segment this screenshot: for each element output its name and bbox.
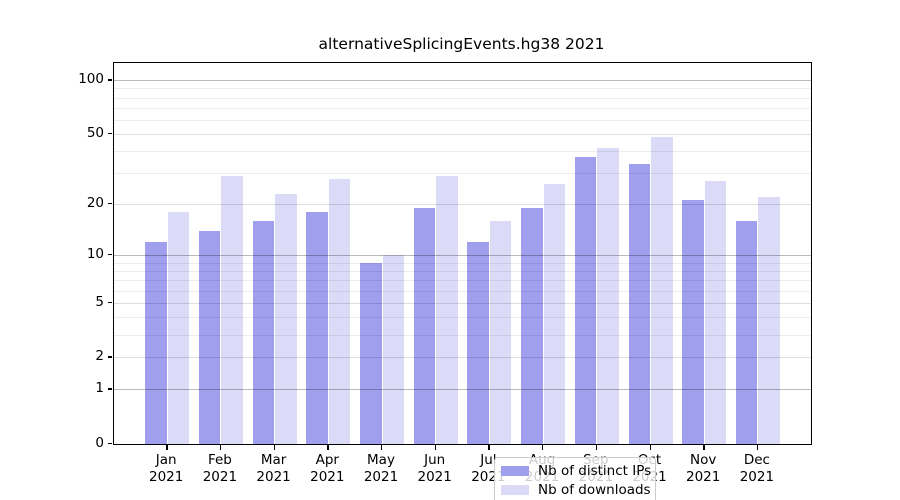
bar-downloads-apr (328, 178, 351, 444)
x-tick-jan (166, 445, 168, 450)
legend-item-downloads: Nb of downloads (495, 482, 655, 498)
y-tick-20 (108, 203, 112, 205)
y-tick-label-5: 5 (95, 293, 104, 310)
gridline-50 (114, 134, 811, 136)
gridline-40 (114, 151, 811, 153)
x-tick-oct (649, 445, 651, 450)
gridline-30 (114, 173, 811, 175)
y-tick-label-10: 10 (86, 245, 104, 262)
bar-ips-mar (252, 220, 275, 444)
x-tick-jun (434, 445, 437, 450)
bar-downloads-dec (758, 196, 780, 444)
x-tick-label-apr: Apr 2021 (310, 452, 345, 485)
gridline-5 (114, 302, 811, 304)
bar-ips-jul (467, 241, 489, 444)
y-tick-label-100: 100 (78, 71, 104, 88)
legend-label-downloads: Nb of downloads (538, 482, 651, 498)
bar-downloads-jul (489, 220, 512, 444)
grid-layer (114, 63, 811, 444)
bar-ips-nov (682, 200, 704, 444)
x-tick-may (381, 445, 383, 450)
x-tick-feb (219, 445, 222, 450)
x-tick-label-feb: Feb 2021 (202, 452, 238, 485)
x-tick-mar (273, 445, 275, 450)
x-tick-label-jun: Jun 2021 (417, 452, 452, 485)
bar-ips-aug (521, 207, 543, 444)
gridline-10 (114, 254, 811, 256)
y-tick-50 (108, 133, 112, 135)
gridline-2 (114, 357, 811, 359)
gridline-3 (114, 334, 811, 336)
bar-downloads-oct (651, 137, 673, 444)
y-tick-100 (108, 79, 112, 81)
y-tick-1 (108, 388, 112, 390)
bars-layer (114, 63, 811, 444)
gridline-1 (114, 389, 811, 391)
chart-title: alternativeSplicingEvents.hg38 2021 (318, 35, 605, 53)
x-tick-label-may: May 2021 (363, 452, 399, 485)
legend-swatch-downloads (501, 485, 529, 495)
bar-downloads-nov (704, 181, 727, 444)
y-tick-label-20: 20 (86, 195, 104, 212)
x-tick-dec (756, 445, 759, 450)
bar-downloads-jun (436, 175, 458, 444)
bar-ips-feb (198, 230, 221, 444)
bar-downloads-aug (543, 184, 566, 444)
plot-area: Nb of distinct IPs Nb of downloads (113, 62, 812, 500)
gridline-60 (114, 119, 811, 121)
legend-item-distinct-ips: Nb of distinct IPs (495, 463, 655, 479)
bar-ips-may (360, 262, 382, 444)
y-tick-0 (108, 443, 112, 445)
gridline-100 (114, 80, 811, 82)
bar-ips-dec (735, 220, 758, 444)
gridline-6 (114, 290, 811, 292)
bar-ips-sep (574, 157, 597, 444)
x-tick-label-jan: Jan 2021 (149, 452, 184, 485)
bar-downloads-jan (167, 211, 190, 444)
x-tick-label-nov: Nov 2021 (686, 452, 721, 485)
legend-swatch-distinct-ips (501, 466, 529, 476)
bar-ips-oct (628, 163, 650, 444)
legend-label-distinct-ips: Nb of distinct IPs (538, 463, 652, 479)
y-tick-2 (108, 356, 112, 358)
gridline-8 (114, 270, 811, 272)
y-tick-label-1: 1 (95, 380, 104, 397)
bar-downloads-may (382, 255, 404, 444)
gridline-80 (114, 97, 811, 99)
x-tick-label-mar: Mar 2021 (256, 452, 291, 485)
bar-ips-apr (306, 211, 328, 444)
x-tick-sep (595, 445, 598, 450)
y-tick-label-50: 50 (86, 125, 104, 142)
gridline-7 (114, 280, 811, 282)
gridline-90 (114, 88, 811, 90)
y-tick-label-2: 2 (95, 348, 104, 365)
y-tick-label-0: 0 (95, 435, 104, 451)
bar-ips-jun (413, 207, 436, 444)
x-tick-label-dec: Dec 2021 (739, 452, 775, 485)
x-tick-apr (327, 445, 329, 450)
gridline-20 (114, 204, 811, 206)
bar-ips-jan (145, 241, 167, 444)
y-tick-10 (108, 253, 112, 256)
bar-downloads-feb (221, 175, 243, 444)
legend: Nb of distinct IPs Nb of downloads (494, 457, 656, 500)
gridline-70 (114, 107, 811, 109)
y-tick-5 (108, 301, 112, 304)
gridline-9 (114, 262, 811, 264)
bar-downloads-sep (597, 147, 619, 444)
x-tick-aug (542, 445, 544, 450)
x-tick-jul (488, 445, 490, 450)
x-tick-nov (703, 445, 705, 450)
gridline-4 (114, 317, 811, 319)
bar-downloads-mar (275, 193, 297, 444)
